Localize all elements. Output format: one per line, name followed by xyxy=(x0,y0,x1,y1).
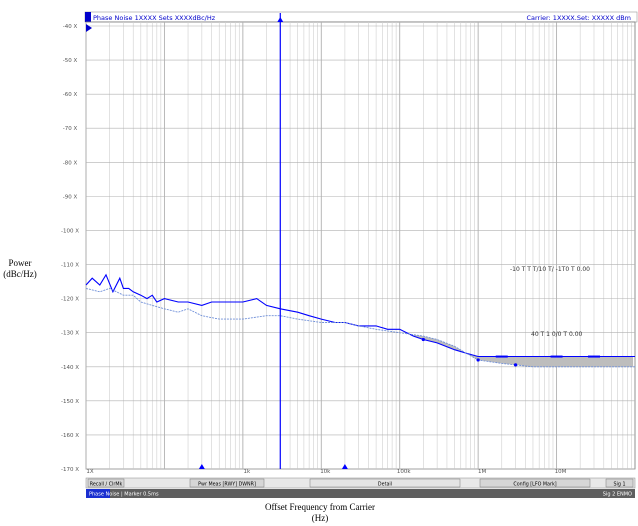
traces xyxy=(85,273,635,368)
axis-marker-icon xyxy=(341,464,348,469)
toolbar-button-2[interactable]: Detail xyxy=(309,478,461,488)
y-tick-label: -90 X xyxy=(63,194,78,200)
toolbar-button-4[interactable]: Sig 1 xyxy=(605,478,634,488)
y-axis: -40 X -50 X -60 X -70 X -80 X -90 X -100 X -110… xyxy=(61,24,79,473)
status-right-text: Sig 2 ENMO xyxy=(603,492,632,498)
x-tick-label: 10M xyxy=(555,469,567,475)
x-tick-label: 10k xyxy=(320,469,331,475)
y-tick-label: -160 X xyxy=(61,433,79,439)
header-right-text: Carrier: 1XXXX.Set: XXXXX dBm xyxy=(526,14,631,22)
toolbar: Recall / ClrMk Pwr Meas [RWY] DWNR] Deta… xyxy=(85,477,636,489)
status-left-text: Phase Noise | Marker 0.5ms xyxy=(89,492,159,498)
x-axis-label: Offset Frequency from Carrier (Hz) xyxy=(200,502,440,524)
toolbar-button-label: Config [LFO Mark] xyxy=(513,482,556,488)
toolbar-button-label: Recall / ClrMk xyxy=(90,482,123,488)
toolbar-button-3[interactable]: Config [LFO Mark] xyxy=(479,478,591,488)
y-tick-label: -80 X xyxy=(63,160,78,166)
shaded-band xyxy=(413,334,634,367)
data-marker xyxy=(421,337,425,342)
x-tick-label: 1k xyxy=(244,469,251,475)
x-axis-label-line-1: Offset Frequency from Carrier xyxy=(264,502,376,512)
status-bar: Phase Noise | Marker 0.5ms Sig 2 ENMO xyxy=(86,489,635,498)
series-line xyxy=(85,287,635,368)
y-tick-label: -70 X xyxy=(63,126,78,132)
toolbar-button-1[interactable]: Pwr Meas [RWY] DWNR] xyxy=(189,478,265,488)
x-axis: 1X 1k 10k 100k 1M 10M xyxy=(86,464,567,475)
marker-flag-icon[interactable] xyxy=(277,17,284,22)
x-axis-label-line-2: (Hz) xyxy=(311,513,329,523)
header-left-text: Phase Noise 1XXXX Sets XXXXdBc/Hz xyxy=(93,14,216,22)
y-tick-label: -130 X xyxy=(61,331,79,337)
annotation-markers xyxy=(421,337,518,367)
axis-marker-icon xyxy=(198,464,205,469)
toolbar-button-label: Sig 1 xyxy=(614,482,626,488)
toolbar-button-label: Detail xyxy=(378,482,392,488)
data-marker xyxy=(513,363,518,367)
y-tick-label: -100 X xyxy=(61,228,79,234)
y-tick-label: -150 X xyxy=(61,399,79,405)
y-tick-label: -170 X xyxy=(61,467,79,473)
y-tick-label: -60 X xyxy=(63,92,78,98)
y-axis-label-line-2: (dBc/Hz) xyxy=(3,269,37,279)
title-bar: Phase Noise 1XXXX Sets XXXXdBc/Hz Carrie… xyxy=(84,11,638,23)
band-area xyxy=(413,334,634,367)
y-axis-label: Power (dBc/Hz) xyxy=(0,258,40,280)
y-tick-label: -40 X xyxy=(63,24,78,30)
toolbar-button-0[interactable]: Recall / ClrMk xyxy=(87,478,125,488)
plot-area xyxy=(85,21,636,470)
annotation-lower: 40 T 1 0/0 T 0.00 xyxy=(531,331,583,338)
x-tick-label: 1X xyxy=(86,469,93,475)
y-tick-label: -50 X xyxy=(63,58,78,64)
toolbar-button-label: Pwr Meas [RWY] DWNR] xyxy=(198,482,256,488)
x-tick-label: 1M xyxy=(478,469,486,475)
y-tick-label: -140 X xyxy=(61,365,79,371)
reference-level-arrow-icon[interactable] xyxy=(86,24,92,32)
data-marker xyxy=(476,358,480,362)
y-tick-label: -120 X xyxy=(61,297,79,303)
y-tick-label: -110 X xyxy=(61,263,79,269)
series-line xyxy=(85,273,635,358)
grid xyxy=(85,22,635,470)
y-axis-label-line-1: Power xyxy=(8,258,32,268)
x-tick-label: 100k xyxy=(397,469,411,475)
annotation-upper: -10 T T T/10 T/ -1T0 T 0.00 xyxy=(510,266,590,273)
